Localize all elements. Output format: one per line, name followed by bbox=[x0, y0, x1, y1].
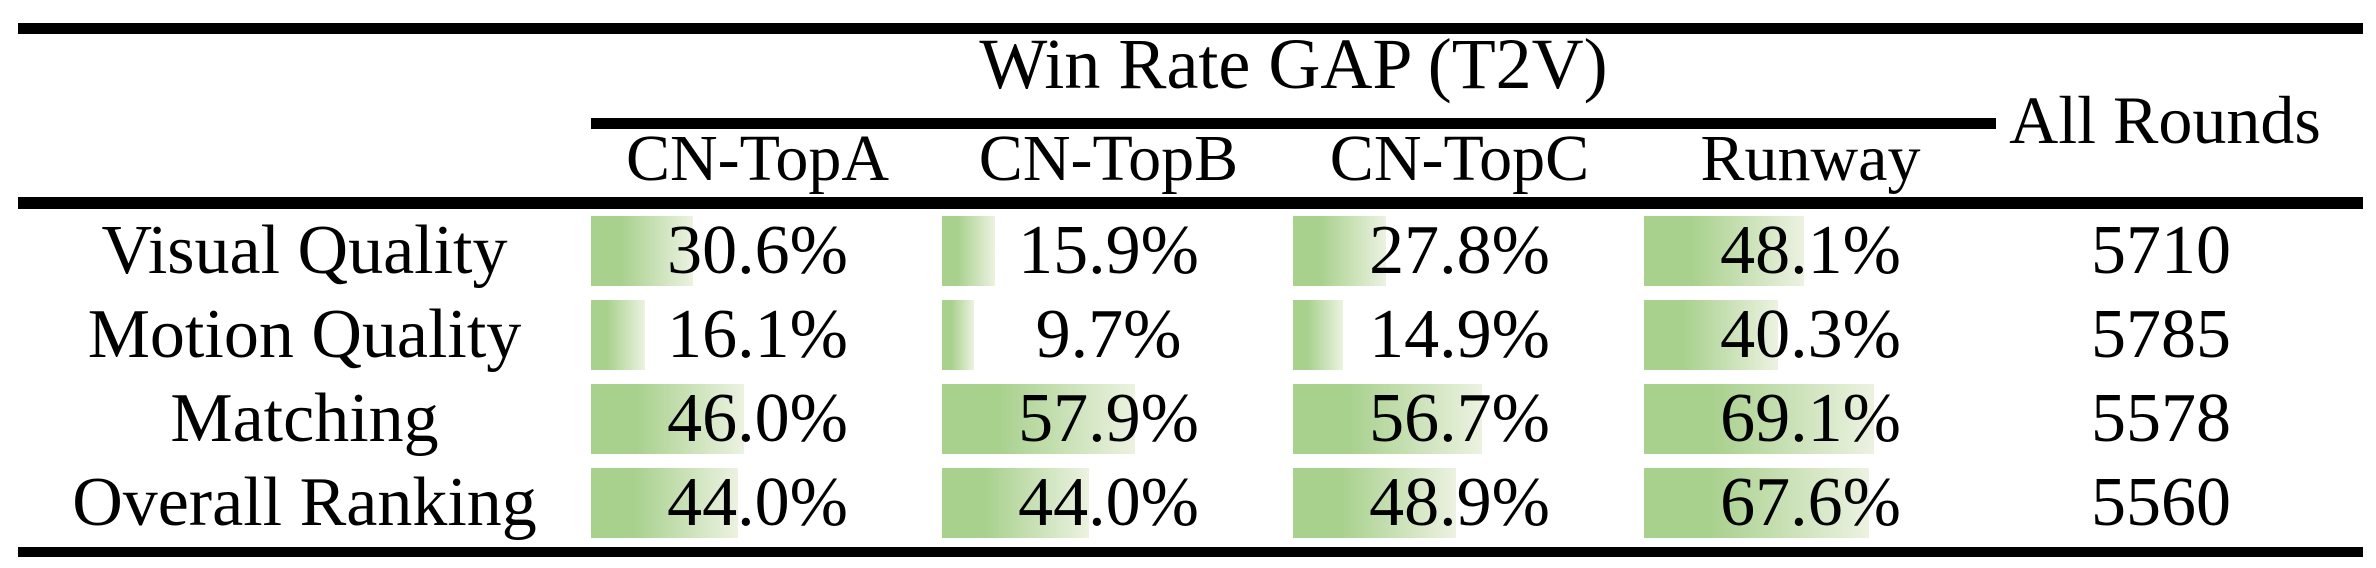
column-header-row: CN-TopA CN-TopB CN-TopC Runway bbox=[591, 126, 1996, 192]
win-rate-value: 40.3% bbox=[1720, 296, 1901, 373]
win-rate-data-bar bbox=[942, 468, 1089, 538]
column-header-cn-topa: CN-TopA bbox=[625, 122, 890, 195]
all-rounds-value: 5578 bbox=[2091, 380, 2231, 457]
table-row: Overall Ranking 44.0% 44.0% 48.9% 67.6% 5560 bbox=[18, 461, 2363, 545]
win-rate-cell: 14.9% bbox=[1293, 293, 1644, 377]
win-rate-cell: 56.7% bbox=[1293, 377, 1644, 461]
row-label: Matching bbox=[170, 380, 439, 457]
win-rate-value: 69.1% bbox=[1720, 380, 1901, 457]
win-rate-value: 46.0% bbox=[667, 380, 848, 457]
win-rate-cell: 48.1% bbox=[1644, 209, 1995, 293]
win-rate-value: 16.1% bbox=[667, 296, 848, 373]
win-rate-cell: 44.0% bbox=[942, 461, 1293, 545]
win-rate-value: 48.1% bbox=[1720, 212, 1901, 289]
win-rate-value: 44.0% bbox=[1018, 464, 1199, 541]
all-rounds-column-header: All Rounds bbox=[2009, 82, 2321, 158]
win-rate-data-bar bbox=[942, 300, 974, 370]
win-rate-cell: 27.8% bbox=[1293, 209, 1644, 293]
win-rate-data-bar bbox=[591, 300, 645, 370]
win-rate-value: 30.6% bbox=[667, 212, 848, 289]
win-rate-cell: 30.6% bbox=[591, 209, 942, 293]
win-rate-value: 44.0% bbox=[667, 464, 848, 541]
row-label: Overall Ranking bbox=[72, 464, 537, 541]
win-rate-data-bar bbox=[591, 468, 738, 538]
win-rate-value: 27.8% bbox=[1369, 212, 1550, 289]
win-rate-data-bar bbox=[1644, 216, 1804, 286]
column-header-runway: Runway bbox=[1700, 122, 1921, 195]
table-row: Matching 46.0% 57.9% 56.7% 69.1% 5578 bbox=[18, 377, 2363, 461]
row-label: Visual Quality bbox=[101, 212, 508, 289]
all-rounds-value: 5785 bbox=[2091, 296, 2231, 373]
win-rate-value: 14.9% bbox=[1369, 296, 1550, 373]
win-rate-data-bar bbox=[942, 216, 995, 286]
win-rate-data-bar bbox=[1293, 216, 1386, 286]
win-rate-cell: 67.6% bbox=[1644, 461, 1995, 545]
win-rate-data-bar bbox=[942, 384, 1135, 454]
win-rate-value: 57.9% bbox=[1018, 380, 1199, 457]
win-rate-cell: 44.0% bbox=[591, 461, 942, 545]
win-rate-cell: 69.1% bbox=[1644, 377, 1995, 461]
column-header-cn-topb: CN-TopB bbox=[978, 122, 1239, 195]
all-rounds-value: 5710 bbox=[2091, 212, 2231, 289]
win-rate-data-bar bbox=[1293, 300, 1343, 370]
table-body: Visual Quality 30.6% 15.9% 27.8% 48.1% 5710 Mo… bbox=[18, 209, 2363, 545]
win-rate-data-bar bbox=[1644, 300, 1778, 370]
win-rate-data-bar bbox=[591, 384, 744, 454]
win-rate-value: 56.7% bbox=[1369, 380, 1550, 457]
win-rate-value: 15.9% bbox=[1018, 212, 1199, 289]
win-rate-cell: 16.1% bbox=[591, 293, 942, 377]
table-row: Visual Quality 30.6% 15.9% 27.8% 48.1% 5710 bbox=[18, 209, 2363, 293]
win-rate-data-bar bbox=[1644, 468, 1869, 538]
win-rate-cell: 40.3% bbox=[1644, 293, 1995, 377]
win-rate-data-bar bbox=[1293, 384, 1482, 454]
win-rate-value: 48.9% bbox=[1369, 464, 1550, 541]
win-rate-data-bar bbox=[591, 216, 693, 286]
column-header-cn-topc: CN-TopC bbox=[1329, 122, 1590, 195]
win-rate-value: 67.6% bbox=[1720, 464, 1901, 541]
bottom-rule bbox=[18, 547, 2363, 557]
win-rate-cell: 9.7% bbox=[942, 293, 1293, 377]
title-underline-rule bbox=[591, 118, 1996, 129]
row-label: Motion Quality bbox=[87, 296, 522, 373]
win-rate-cell: 57.9% bbox=[942, 377, 1293, 461]
header-separator-rule bbox=[18, 197, 2363, 209]
win-rate-value: 9.7% bbox=[1035, 296, 1182, 373]
all-rounds-value: 5560 bbox=[2091, 464, 2231, 541]
win-rate-data-bar bbox=[1293, 468, 1456, 538]
win-rate-cell: 15.9% bbox=[942, 209, 1293, 293]
top-rule bbox=[18, 23, 2363, 34]
table-title: Win Rate GAP (T2V) bbox=[979, 24, 1608, 104]
table-row: Motion Quality 16.1% 9.7% 14.9% 40.3% 5785 bbox=[18, 293, 2363, 377]
win-rate-cell: 46.0% bbox=[591, 377, 942, 461]
win-rate-data-bar bbox=[1644, 384, 1874, 454]
win-rate-cell: 48.9% bbox=[1293, 461, 1644, 545]
